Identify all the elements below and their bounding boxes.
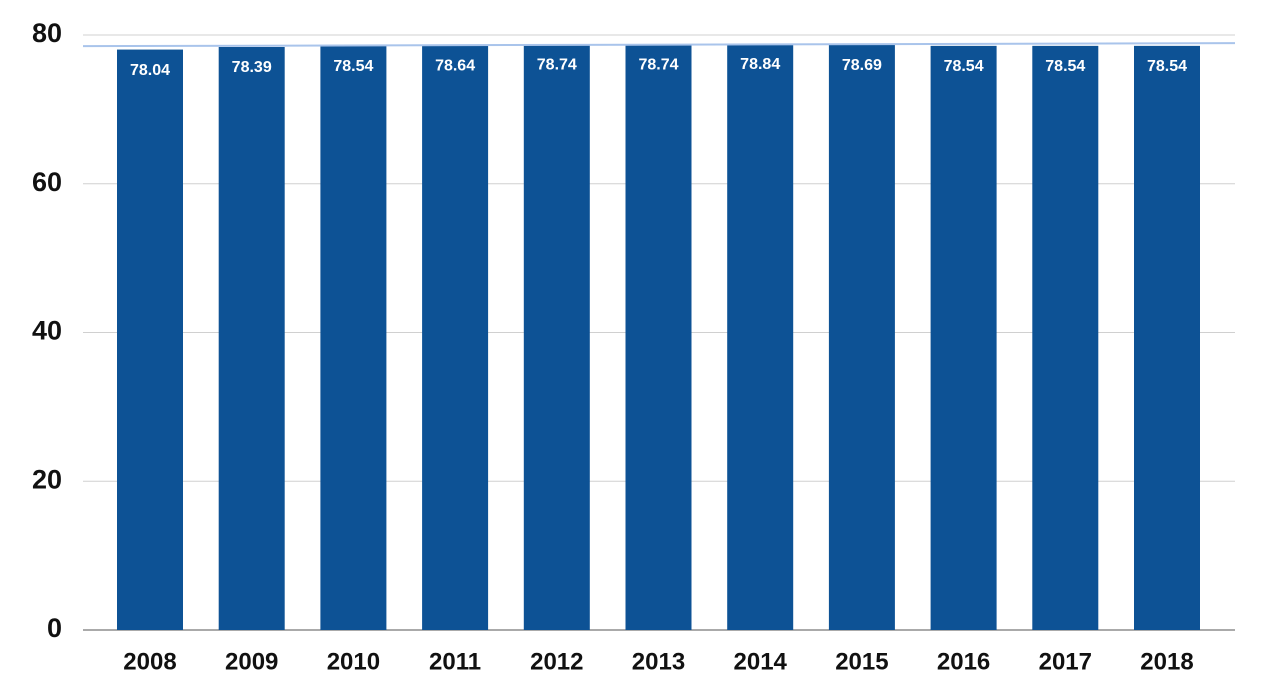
bar — [930, 45, 997, 630]
bar — [218, 46, 285, 631]
value-label: 78.54 — [333, 58, 373, 75]
bar — [727, 43, 794, 630]
bar — [1032, 45, 1099, 630]
y-tick-label: 20 — [32, 464, 62, 494]
trendline — [82, 42, 1236, 48]
y-tick-label: 40 — [32, 316, 62, 346]
x-tick-label: 2018 — [1140, 648, 1193, 675]
value-label: 78.64 — [435, 57, 475, 74]
bar — [117, 49, 183, 630]
x-tick-label: 2009 — [225, 648, 278, 675]
x-tick-label: 2017 — [1039, 648, 1092, 675]
bar — [523, 44, 590, 630]
y-tick-label: 0 — [47, 613, 62, 643]
bar — [828, 44, 895, 631]
value-label: 78.74 — [537, 57, 577, 74]
x-tick-label: 2016 — [937, 648, 990, 675]
y-tick-label: 60 — [32, 167, 62, 197]
y-tick-label: 80 — [32, 18, 62, 48]
value-label: 78.54 — [1147, 58, 1187, 75]
value-label: 78.39 — [232, 59, 272, 76]
x-tick-label: 2015 — [835, 648, 888, 675]
x-tick-label: 2014 — [734, 648, 788, 675]
bar — [320, 45, 387, 630]
value-label: 78.54 — [944, 58, 984, 75]
bar — [422, 45, 489, 631]
value-label: 78.54 — [1045, 58, 1085, 75]
value-label: 78.04 — [130, 62, 170, 79]
x-tick-label: 2011 — [429, 648, 481, 675]
value-label: 78.69 — [842, 57, 882, 74]
x-tick-label: 2010 — [327, 648, 380, 675]
x-tick-label: 2008 — [123, 648, 176, 675]
bar — [1134, 45, 1200, 630]
bar — [625, 44, 692, 630]
value-label: 78.74 — [638, 57, 678, 74]
x-tick-label: 2013 — [632, 648, 685, 675]
value-label: 78.84 — [740, 56, 780, 73]
x-tick-label: 2012 — [530, 648, 583, 675]
